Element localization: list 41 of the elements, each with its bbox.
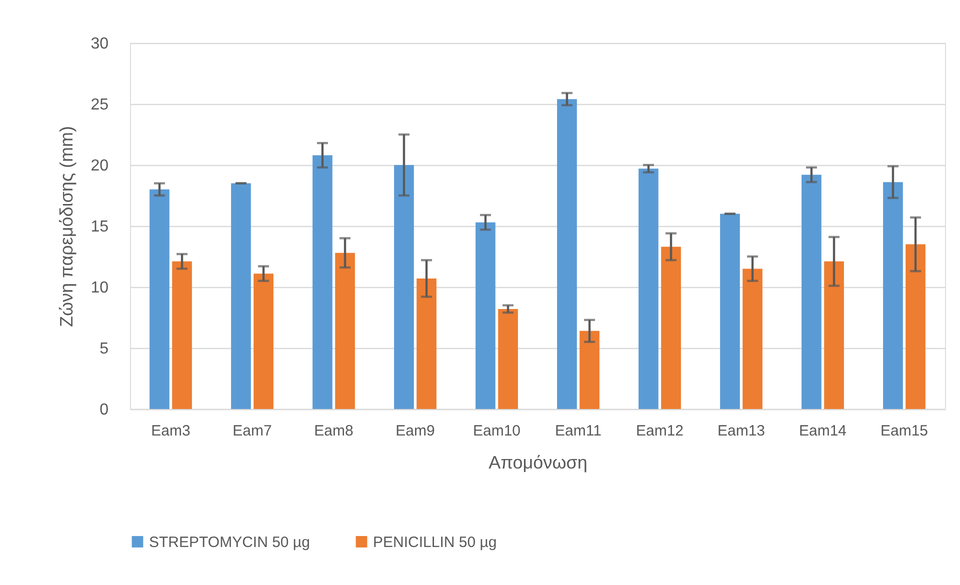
x-tick-label: Eam7 [232, 422, 272, 440]
bar [742, 268, 762, 409]
y-tick-label: 5 [100, 340, 109, 358]
x-tick-label: Eam13 [717, 422, 766, 440]
y-axis-title: Ζώνη παρεμόδισης (mm) [56, 126, 77, 328]
bar [150, 189, 170, 409]
x-tick-label: Eam10 [472, 422, 521, 440]
x-tick-label: Eam14 [798, 422, 847, 440]
bar [661, 246, 681, 409]
bar [476, 222, 496, 409]
y-tick-label: 0 [100, 402, 109, 418]
x-tick-label: Eam9 [396, 422, 435, 440]
bar [335, 252, 355, 409]
bar [231, 183, 251, 409]
x-tick-label: Eam3 [151, 422, 190, 440]
bar [906, 244, 926, 409]
y-tick-label: 20 [90, 158, 109, 174]
bar [883, 182, 903, 409]
bar [312, 155, 332, 409]
x-tick-label: Eam11 [555, 422, 602, 440]
bar [720, 214, 740, 409]
x-tick-label: Eam15 [880, 422, 928, 440]
bar [416, 278, 436, 409]
x-tick-label: Eam8 [314, 422, 354, 440]
legend-label: PENICILLIN 50 µg [373, 534, 497, 551]
y-tick-label: 30 [90, 36, 109, 52]
bar [394, 165, 414, 409]
bar [638, 168, 658, 409]
x-axis-title: Απομόνωση [488, 452, 588, 472]
bar [824, 261, 844, 409]
bar [172, 261, 192, 409]
legend-label: STREPTOMYCIN 50 µg [149, 534, 310, 551]
bar [254, 274, 274, 409]
x-tick-label: Eam12 [636, 422, 684, 440]
y-tick-label: 15 [90, 218, 109, 236]
y-tick-label: 10 [90, 280, 109, 296]
bar [498, 308, 518, 409]
bar [557, 99, 577, 409]
y-tick-label: 25 [90, 96, 109, 114]
bar [802, 174, 822, 409]
bar [580, 330, 600, 409]
